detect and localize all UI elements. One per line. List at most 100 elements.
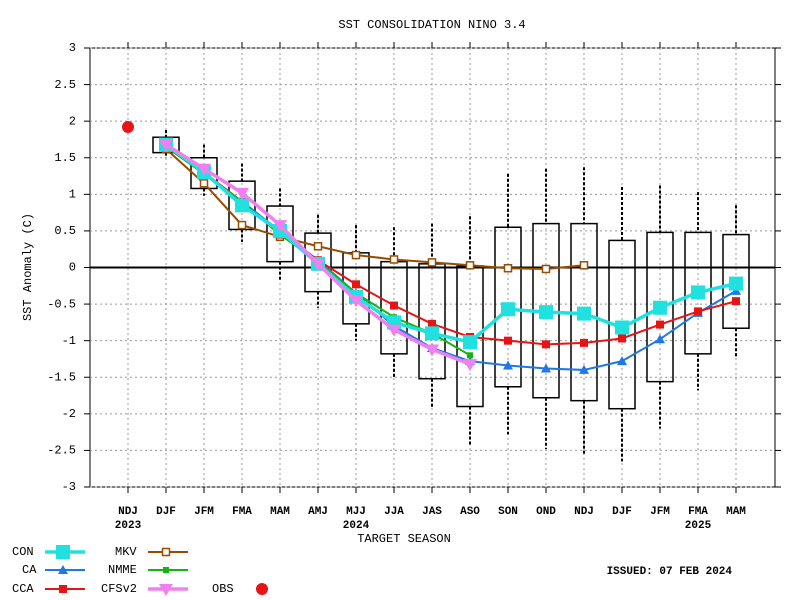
series-line <box>165 148 585 270</box>
marker <box>655 334 665 344</box>
marker <box>577 306 591 321</box>
y-tick-label: 0 <box>69 261 76 275</box>
marker <box>425 326 439 341</box>
x-tick-label: DJF <box>156 506 176 518</box>
y-tick-label: -0.5 <box>47 297 76 311</box>
marker <box>465 261 475 270</box>
x-tick-label: MJJ <box>346 506 366 518</box>
marker <box>653 300 667 315</box>
x-tick-label: NDJ <box>118 506 138 518</box>
marker <box>349 295 363 308</box>
marker <box>197 163 211 176</box>
spread-box <box>190 157 218 190</box>
x-tick-label: MAM <box>726 506 746 518</box>
marker <box>122 121 134 134</box>
y-tick-label: 0.5 <box>54 224 76 238</box>
legend-label: OBS <box>212 582 234 596</box>
x-tick-label: OND <box>536 506 556 518</box>
marker <box>691 285 705 300</box>
spread-box <box>266 205 294 263</box>
marker <box>256 583 268 595</box>
marker <box>389 255 399 264</box>
marker <box>463 335 477 350</box>
marker <box>467 352 473 359</box>
marker <box>199 179 209 188</box>
legend-label: CA <box>22 563 37 577</box>
y-tick-label: 1.5 <box>54 151 76 165</box>
marker <box>463 359 477 372</box>
marker <box>390 301 398 310</box>
marker <box>729 276 743 291</box>
spread-box <box>646 231 674 383</box>
marker <box>163 567 169 573</box>
marker <box>427 258 437 267</box>
x-tick-label: DJF <box>612 506 632 518</box>
x-tick-label: SON <box>498 506 518 518</box>
marker <box>159 584 173 596</box>
legend-label: CON <box>12 545 34 559</box>
marker <box>615 320 629 335</box>
marker <box>732 297 740 306</box>
marker <box>159 139 173 152</box>
marker <box>56 545 70 559</box>
y-tick-label: 3 <box>69 41 76 55</box>
spread-box <box>722 233 750 329</box>
marker <box>539 305 553 320</box>
marker <box>504 336 512 345</box>
spread-box <box>494 226 522 388</box>
y-tick-label: 1 <box>69 188 76 202</box>
marker <box>387 324 401 337</box>
y-tick-label: -3 <box>62 480 76 494</box>
x-tick-label: JFM <box>194 506 214 518</box>
legend-label: NMME <box>108 563 137 577</box>
marker <box>161 547 171 557</box>
marker <box>618 334 626 343</box>
marker <box>235 187 249 200</box>
marker <box>273 220 287 233</box>
y-tick-label: -2.5 <box>47 444 76 458</box>
series-line <box>165 145 737 346</box>
marker <box>579 364 589 374</box>
x-year-label: 2025 <box>685 520 712 532</box>
marker <box>656 320 664 329</box>
marker <box>503 263 513 273</box>
spread-box <box>684 231 712 355</box>
x-tick-label: FMA <box>232 506 252 518</box>
marker <box>541 264 551 274</box>
y-tick-label: -1 <box>62 334 76 348</box>
marker <box>694 307 702 316</box>
marker <box>503 360 513 370</box>
marker <box>59 585 67 593</box>
marker <box>425 344 439 357</box>
x-tick-label: AMJ <box>308 506 328 518</box>
marker <box>311 258 325 271</box>
marker <box>541 363 551 373</box>
spread-box <box>304 232 332 293</box>
x-tick-label: NDJ <box>574 506 594 518</box>
legend-label: MKV <box>115 545 137 559</box>
x-tick-label: FMA <box>688 506 708 518</box>
x-axis-label: TARGET SEASON <box>357 532 451 546</box>
marker <box>352 280 360 289</box>
marker <box>580 338 588 347</box>
x-tick-label: ASO <box>460 506 480 518</box>
marker <box>542 340 550 349</box>
marker <box>235 198 249 213</box>
marker <box>617 356 627 366</box>
series-line <box>164 143 737 345</box>
x-tick-label: JFM <box>650 506 670 518</box>
x-tick-label: MAM <box>270 506 290 518</box>
y-tick-label: -2 <box>62 407 76 421</box>
y-tick-label: -1.5 <box>47 370 76 384</box>
marker <box>58 565 68 574</box>
legend-label: CCA <box>12 582 34 596</box>
y-tick-label: 2.5 <box>54 78 76 92</box>
marker <box>351 250 361 260</box>
chart-title: SST CONSOLIDATION NINO 3.4 <box>338 18 525 32</box>
y-tick-label: 2 <box>69 114 76 128</box>
y-axis-label: SST Anomaly (C) <box>21 213 35 321</box>
issued-note: ISSUED: 07 FEB 2024 <box>607 566 733 578</box>
marker <box>501 302 515 317</box>
x-tick-label: JAS <box>422 506 442 518</box>
